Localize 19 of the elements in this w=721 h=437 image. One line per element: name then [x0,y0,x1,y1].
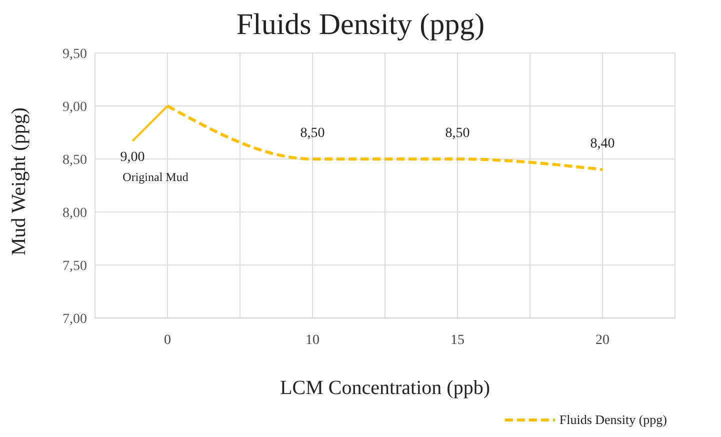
x-tick-label: 10 [306,332,320,348]
y-tick-label: 9,00 [62,100,87,115]
x-tick-label: 15 [450,332,464,348]
y-tick-label: 8,00 [62,206,87,221]
x-axis-title: LCM Concentration (ppb) [279,377,491,400]
data-label: 8,40 [590,136,615,152]
data-label: 8,50 [300,126,325,141]
y-tick-label: 9,50 [62,46,87,62]
annotation: Original Mud [122,170,188,184]
y-tick-label: 7,50 [62,258,87,274]
data-label: 8,50 [445,126,470,141]
y-tick-label: 8,50 [62,152,87,168]
data-label: 9,00 [120,150,145,165]
y-axis-title: Mud Weight (ppg) [8,107,30,256]
chart-title: Fluids Density (ppg) [235,8,486,42]
y-tick-label: 7,00 [62,312,87,327]
x-tick-label: 20 [596,332,610,348]
legend-label: Fluids Density (ppg) [559,412,667,428]
x-tick-label: 0 [164,332,171,348]
